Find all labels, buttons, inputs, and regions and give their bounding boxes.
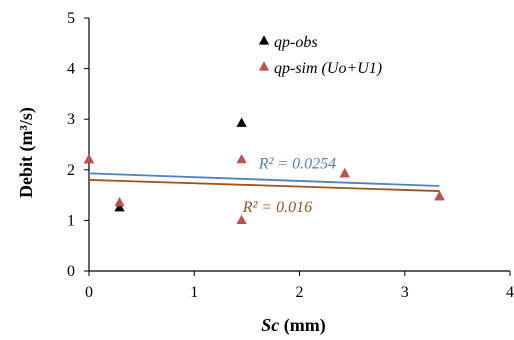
sim-point <box>236 214 247 224</box>
sim-point <box>339 168 350 178</box>
y-tick-label: 2 <box>67 162 75 179</box>
sim-point <box>114 196 125 207</box>
sim-point <box>236 153 247 164</box>
trendlines: R² = 0.0254 R² = 0.016 <box>88 156 440 216</box>
x-tick-label: 4 <box>506 284 514 301</box>
legend-label-1: qp-obs <box>274 34 318 51</box>
legend-label-2: qp-sim (Uo+U1) <box>274 60 382 77</box>
y-tick-label: 5 <box>67 10 75 27</box>
x-ticks: 0 1 2 3 4 <box>85 271 514 301</box>
obs-point <box>114 202 125 212</box>
y-tick-label: 3 <box>67 111 75 128</box>
x-axis-label: Sc (mm) <box>261 315 325 335</box>
obs-point <box>236 117 247 127</box>
x-tick-label: 1 <box>190 284 198 301</box>
axes <box>88 18 510 272</box>
r2-label-1: R² = 0.0254 <box>258 156 336 173</box>
axis-labels: Sc (mm) Debit (m³/s) <box>16 107 326 336</box>
x-tick-label: 0 <box>85 284 93 301</box>
r2-label-2: R² = 0.016 <box>242 199 312 216</box>
trendline-2 <box>88 179 440 192</box>
legend-marker-2 <box>258 61 270 71</box>
x-tick-label: 2 <box>296 284 304 301</box>
y-axis-label: Debit (m³/s) <box>16 107 37 198</box>
data-points <box>83 117 445 224</box>
sim-point <box>83 153 95 164</box>
sim-point <box>434 190 445 201</box>
y-tick-label: 1 <box>67 212 75 229</box>
trendline-1 <box>88 172 440 187</box>
legend-marker-1 <box>258 35 270 45</box>
y-tick-label: 0 <box>67 263 75 280</box>
legend: qp-obs qp-sim (Uo+U1) <box>258 34 382 77</box>
y-tick-label: 4 <box>67 61 75 78</box>
y-ticks: 0 1 2 3 4 5 <box>67 10 89 280</box>
x-tick-label: 3 <box>401 284 409 301</box>
